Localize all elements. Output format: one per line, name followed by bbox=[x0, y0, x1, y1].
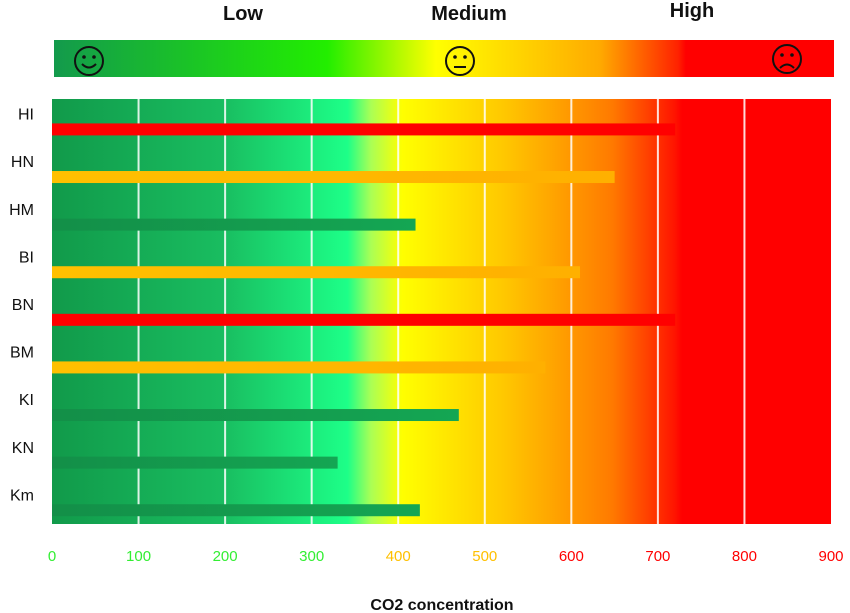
category-label: Km bbox=[10, 487, 34, 504]
level-scale-band bbox=[54, 40, 834, 77]
x-axis-label: CO2 concentration bbox=[370, 597, 513, 613]
x-tick-label: 900 bbox=[818, 548, 843, 565]
category-label: BI bbox=[19, 249, 34, 266]
x-tick-label: 400 bbox=[386, 548, 411, 565]
level-label-medium: Medium bbox=[431, 3, 507, 25]
bar-hn bbox=[52, 171, 615, 184]
level-label-low: Low bbox=[223, 3, 263, 25]
gridlines bbox=[137, 99, 746, 524]
bars bbox=[52, 123, 676, 517]
category-labels: HI HN HM BI BN BM KI KN Km bbox=[9, 107, 34, 505]
x-tick-label: 200 bbox=[213, 548, 238, 565]
bar-bi bbox=[52, 266, 580, 279]
x-tick-label: 500 bbox=[472, 548, 497, 565]
x-tick-label: 100 bbox=[126, 548, 151, 565]
bar-hm bbox=[52, 218, 416, 231]
bar-bm bbox=[52, 361, 546, 374]
category-label: HN bbox=[11, 154, 34, 171]
bar-hi bbox=[52, 123, 676, 136]
plot-background bbox=[52, 99, 831, 524]
category-label: BM bbox=[10, 345, 34, 362]
smiley-neutral-icon bbox=[445, 46, 475, 76]
category-label: KN bbox=[12, 440, 34, 457]
x-tick-label: 800 bbox=[732, 548, 757, 565]
bar-bn bbox=[52, 313, 676, 326]
category-label: BN bbox=[12, 297, 34, 314]
x-tick-label: 300 bbox=[299, 548, 324, 565]
x-tick-label: 600 bbox=[559, 548, 584, 565]
bar-ki bbox=[52, 409, 459, 422]
category-label: KI bbox=[19, 392, 34, 409]
smiley-happy-icon bbox=[74, 46, 104, 76]
bar-kn bbox=[52, 456, 338, 469]
level-label-high: High bbox=[670, 0, 714, 22]
x-tick-labels: 0 100 200 300 400 500 600 700 800 900 bbox=[48, 548, 844, 565]
x-tick-label: 700 bbox=[645, 548, 670, 565]
bar-km bbox=[52, 504, 420, 517]
smiley-sad-icon bbox=[772, 44, 802, 74]
x-tick-label: 0 bbox=[48, 548, 56, 565]
category-label: HI bbox=[18, 107, 34, 124]
category-label: HM bbox=[9, 202, 34, 219]
